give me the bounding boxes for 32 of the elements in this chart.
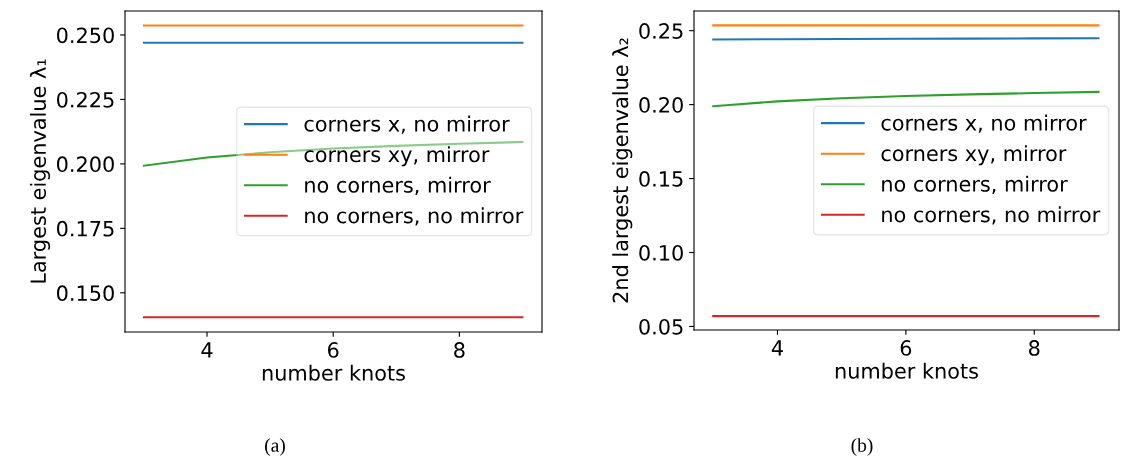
legend-label: no corners, mirror (305, 176, 491, 195)
y-axis-title: 2nd largest eigenvalue λ₂ (612, 38, 633, 303)
text: (b) (851, 438, 873, 456)
text: (a) (265, 438, 285, 456)
x-tick-label: 8 (454, 342, 465, 358)
legend-label: no corners, mirror (882, 175, 1068, 194)
y-tick-label: 0.20 (639, 97, 683, 113)
y-tick-label: 0.25 (639, 23, 683, 39)
legend-label: corners xy, mirror (881, 145, 1067, 166)
x-tick-label: 8 (1029, 340, 1040, 356)
y-axis-title: Largest eigenvalue λ₁ (29, 59, 51, 283)
legend-label: corners x, no mirror (881, 114, 1087, 133)
x-tick-label: 4 (201, 342, 213, 358)
legend-label: no corners, no mirror (882, 206, 1101, 225)
x-axis-title: number knots (262, 364, 405, 381)
y-tick-label: 0.250 (57, 27, 114, 44)
x-axis-title: number knots (835, 362, 978, 379)
y-tick-label: 0.05 (639, 318, 683, 335)
y-tick-label: 0.150 (57, 285, 114, 302)
y-tick-label: 0.15 (639, 171, 683, 187)
y-tick-label: 0.200 (57, 156, 114, 173)
legend-label: corners xy, mirror (304, 146, 490, 167)
x-tick-label: 4 (771, 340, 783, 356)
x-tick-label: 6 (900, 340, 912, 356)
y-tick-label: 0.225 (57, 91, 114, 108)
legend-label: no corners, no mirror (305, 207, 524, 226)
y-tick-label: 0.175 (57, 220, 114, 237)
y-tick-label: 0.10 (639, 244, 683, 261)
line-series (712, 90, 1100, 108)
legend-label: corners x, no mirror (304, 115, 510, 134)
line-series (142, 140, 524, 167)
x-tick-label: 6 (328, 342, 339, 358)
